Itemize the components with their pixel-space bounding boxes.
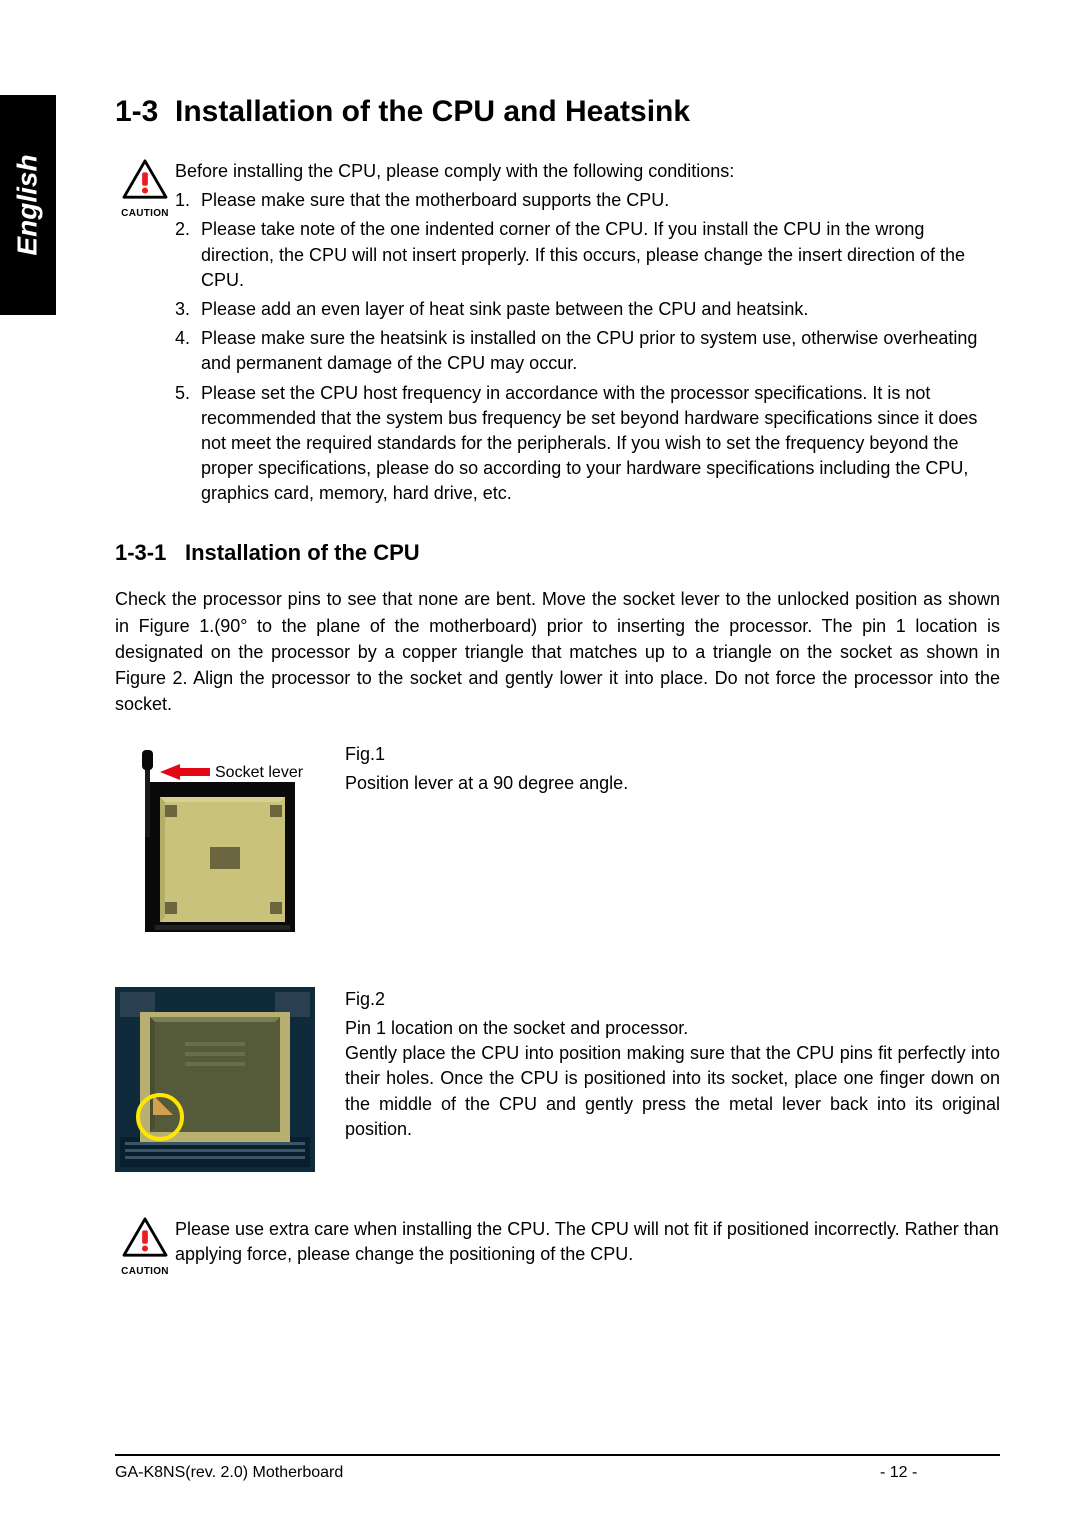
body-paragraph: Check the processor pins to see that non… bbox=[115, 586, 1000, 716]
footer-page: - 12 - bbox=[880, 1464, 1000, 1482]
caution-body-2: Please use extra care when installing th… bbox=[175, 1217, 1000, 1277]
page-footer: GA-K8NS(rev. 2.0) Motherboard - 12 - bbox=[115, 1454, 1000, 1482]
figure-1-image: Socket lever bbox=[115, 742, 315, 947]
caution-block-1: CAUTION Before installing the CPU, pleas… bbox=[115, 159, 1000, 510]
socket-lever-annotation: Socket lever bbox=[215, 764, 304, 781]
figure-2-label: Fig.2 bbox=[345, 987, 1000, 1012]
subsection-title: Installation of the CPU bbox=[185, 540, 420, 565]
caution-intro: Before installing the CPU, please comply… bbox=[175, 159, 1000, 184]
page: English 1-3Installation of the CPU and H… bbox=[0, 0, 1080, 1532]
section-number: 1-3 bbox=[115, 95, 175, 129]
section-heading: 1-3Installation of the CPU and Heatsink bbox=[115, 95, 1000, 129]
caution-item: 5.Please set the CPU host frequency in a… bbox=[175, 381, 1000, 507]
caution-icon: CAUTION bbox=[115, 1217, 175, 1277]
section-title: Installation of the CPU and Heatsink bbox=[175, 95, 690, 128]
figure-2-image bbox=[115, 987, 315, 1177]
figure-1-row: Socket lever Fig.1 Position lever at a 9… bbox=[115, 742, 1000, 947]
caution-item: 3.Please add an even layer of heat sink … bbox=[175, 297, 1000, 322]
figure-2-row: Fig.2 Pin 1 location on the socket and p… bbox=[115, 987, 1000, 1177]
figure-1-caption: Position lever at a 90 degree angle. bbox=[345, 771, 1000, 796]
figure-2-body: Gently place the CPU into position makin… bbox=[345, 1041, 1000, 1142]
caution-icon: CAUTION bbox=[115, 159, 175, 510]
subsection-heading: 1-3-1Installation of the CPU bbox=[115, 540, 1000, 566]
figure-2-text: Fig.2 Pin 1 location on the socket and p… bbox=[345, 987, 1000, 1177]
language-label: English bbox=[12, 154, 44, 255]
figure-1-text: Fig.1 Position lever at a 90 degree angl… bbox=[345, 742, 1000, 947]
caution-2-text: Please use extra care when installing th… bbox=[175, 1217, 1000, 1267]
figure-2-caption: Pin 1 location on the socket and process… bbox=[345, 1016, 1000, 1041]
figure-1-label: Fig.1 bbox=[345, 742, 1000, 767]
footer-model: GA-K8NS(rev. 2.0) Motherboard bbox=[115, 1464, 880, 1482]
caution-block-2: CAUTION Please use extra care when insta… bbox=[115, 1217, 1000, 1277]
caution-item: 2.Please take note of the one indented c… bbox=[175, 217, 1000, 293]
caution-item: 4.Please make sure the heatsink is insta… bbox=[175, 326, 1000, 376]
caution-list: 1.Please make sure that the motherboard … bbox=[175, 188, 1000, 506]
caution-item: 1.Please make sure that the motherboard … bbox=[175, 188, 1000, 213]
caution-body: Before installing the CPU, please comply… bbox=[175, 159, 1000, 510]
footer-rule bbox=[115, 1454, 1000, 1456]
subsection-number: 1-3-1 bbox=[115, 540, 185, 566]
caution-label: CAUTION bbox=[115, 1266, 175, 1277]
language-tab: English bbox=[0, 95, 56, 315]
caution-label: CAUTION bbox=[115, 208, 175, 219]
